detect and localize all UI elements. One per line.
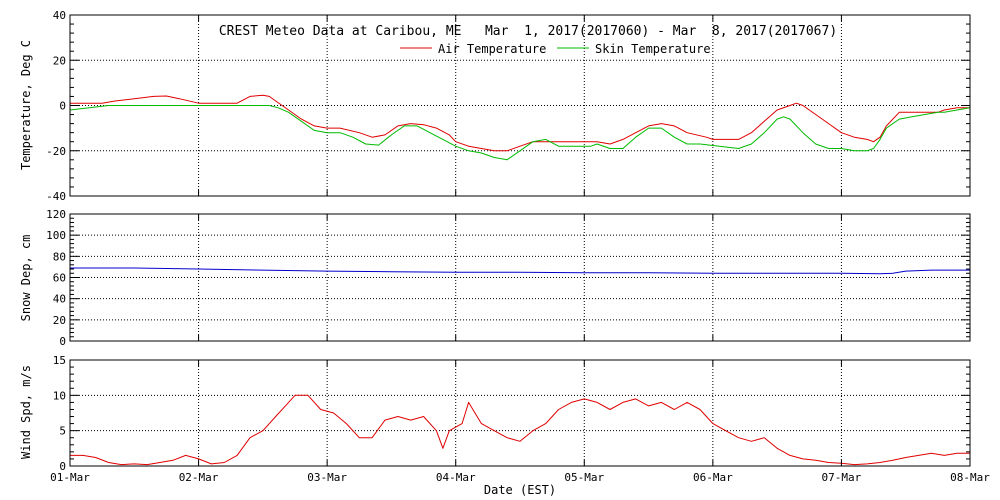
ytick-label-snow-depth-1: 100 (46, 229, 66, 242)
xtick-label-7: 08-Mar (950, 471, 990, 484)
xtick-label-4: 05-Mar (564, 471, 604, 484)
ylabel-wind-speed: Wind Spd, m/s (19, 365, 33, 459)
legend-skin-temperature: Skin Temperature (595, 42, 711, 56)
ytick-label-snow-depth-2: 80 (53, 250, 66, 263)
xtick-label-0: 01-Mar (50, 471, 90, 484)
ytick-label-temperature-0: 40 (53, 9, 66, 22)
xlabel-date: Date (EST) (484, 483, 556, 497)
text-layer: CREST Meteo Data at Caribou, ME Mar 1, 2… (19, 9, 990, 497)
ytick-label-temperature-2: 0 (59, 100, 66, 113)
series-line-temperature-skin-temperature (69, 105, 971, 161)
ylabel-temperature: Temperature, Deg C (19, 40, 33, 170)
xtick-label-1: 02-Mar (179, 471, 219, 484)
legend-air-temperature: Air Temperature (438, 42, 546, 56)
ytick-label-snow-depth-0: 120 (46, 208, 66, 221)
series-line-wind-speed-series-0 (70, 394, 970, 466)
ytick-label-wind-speed-3: 0 (59, 460, 66, 473)
ytick-label-snow-depth-5: 20 (53, 314, 66, 327)
series-layer (69, 94, 971, 466)
xtick-label-6: 07-Mar (822, 471, 862, 484)
series-line-snow-depth-series-0 (70, 267, 970, 275)
ytick-label-wind-speed-0: 15 (53, 354, 66, 367)
plot-frame-snow-depth (69, 213, 971, 342)
ytick-label-snow-depth-3: 60 (53, 272, 66, 285)
ytick-label-temperature-3: -20 (46, 145, 66, 158)
ytick-label-snow-depth-6: 0 (59, 335, 66, 348)
ytick-label-temperature-4: -40 (46, 190, 66, 203)
xtick-label-5: 06-Mar (693, 471, 733, 484)
plot-frame-wind-speed (69, 359, 971, 467)
grid-layer (70, 15, 970, 466)
chart-title: CREST Meteo Data at Caribou, ME Mar 1, 2… (219, 24, 837, 39)
series-line-temperature-air-temperature (70, 94, 970, 152)
ytick-label-wind-speed-1: 10 (53, 389, 66, 402)
xtick-label-3: 04-Mar (436, 471, 476, 484)
ytick-label-wind-speed-2: 5 (59, 425, 66, 438)
ytick-label-temperature-1: 20 (53, 54, 66, 67)
xtick-label-2: 03-Mar (307, 471, 347, 484)
frame-layer (69, 14, 971, 467)
plot-frame-temperature (69, 14, 971, 197)
ylabel-snow-depth: Snow Dep, cm (19, 235, 33, 322)
ytick-label-snow-depth-4: 40 (53, 293, 66, 306)
